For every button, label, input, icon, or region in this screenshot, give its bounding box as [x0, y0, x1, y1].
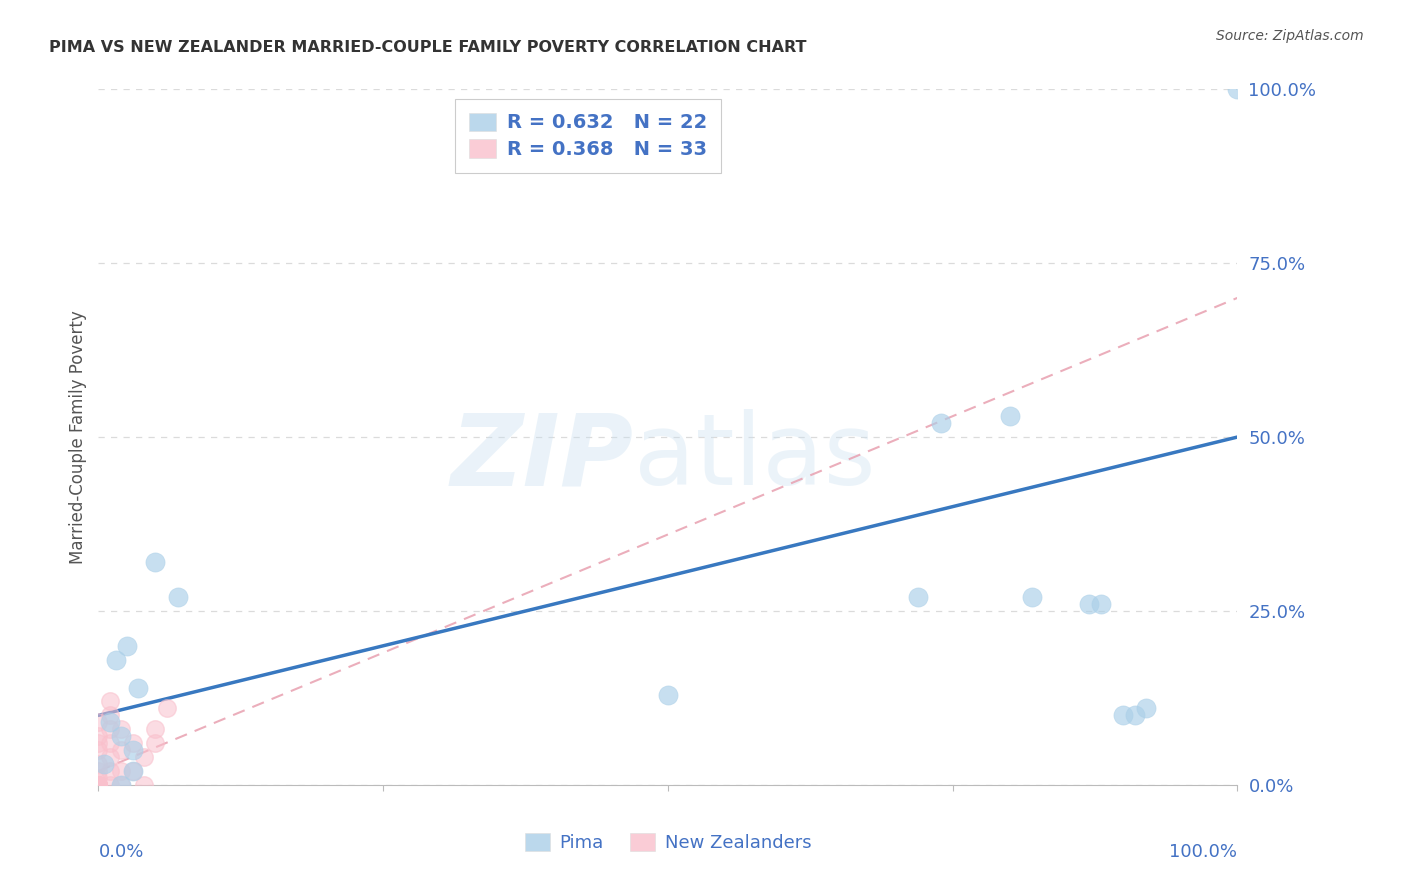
Point: [167, 590, 190, 604]
Point: [110, 743, 132, 757]
Point: [87, 778, 110, 792]
Point: [657, 688, 679, 702]
Point: [121, 764, 143, 778]
Point: [1123, 708, 1146, 723]
Point: [1112, 708, 1135, 723]
Point: [104, 653, 127, 667]
Point: [98, 694, 121, 708]
Point: [1090, 597, 1112, 611]
Point: [145, 555, 167, 569]
Point: [87, 778, 110, 792]
Point: [132, 750, 155, 764]
Point: [87, 764, 110, 778]
Point: [87, 778, 110, 792]
Point: [907, 590, 929, 604]
Point: [98, 723, 121, 737]
Point: [110, 778, 132, 792]
Point: [145, 723, 167, 737]
Point: [87, 729, 110, 743]
Point: [121, 736, 143, 750]
Text: Source: ZipAtlas.com: Source: ZipAtlas.com: [1216, 29, 1364, 44]
Point: [87, 743, 110, 757]
Point: [98, 708, 121, 723]
Point: [87, 778, 110, 792]
Point: [998, 409, 1021, 424]
Point: [929, 416, 952, 430]
Text: 100.0%: 100.0%: [1170, 843, 1237, 861]
Point: [145, 736, 167, 750]
Point: [110, 723, 132, 737]
Point: [98, 778, 121, 792]
Text: 0.0%: 0.0%: [98, 843, 143, 861]
Text: atlas: atlas: [634, 409, 876, 507]
Point: [1021, 590, 1043, 604]
Point: [127, 681, 149, 695]
Point: [93, 757, 115, 772]
Point: [121, 764, 143, 778]
Point: [1226, 82, 1249, 96]
Point: [87, 778, 110, 792]
Point: [1135, 701, 1157, 715]
Point: [98, 750, 121, 764]
Point: [1078, 597, 1101, 611]
Point: [132, 778, 155, 792]
Text: PIMA VS NEW ZEALANDER MARRIED-COUPLE FAMILY POVERTY CORRELATION CHART: PIMA VS NEW ZEALANDER MARRIED-COUPLE FAM…: [49, 40, 807, 55]
Legend: Pima, New Zealanders: Pima, New Zealanders: [517, 826, 818, 859]
Point: [98, 715, 121, 730]
Point: [115, 639, 138, 653]
Point: [87, 771, 110, 785]
Point: [87, 778, 110, 792]
Point: [87, 736, 110, 750]
Point: [110, 764, 132, 778]
Point: [87, 778, 110, 792]
Point: [110, 729, 132, 743]
Point: [98, 736, 121, 750]
Point: [121, 743, 143, 757]
Point: [156, 701, 179, 715]
Point: [87, 715, 110, 730]
Y-axis label: Married-Couple Family Poverty: Married-Couple Family Poverty: [69, 310, 87, 564]
Point: [87, 757, 110, 772]
Point: [98, 764, 121, 778]
Point: [87, 778, 110, 792]
Text: ZIP: ZIP: [451, 409, 634, 507]
Point: [110, 778, 132, 792]
